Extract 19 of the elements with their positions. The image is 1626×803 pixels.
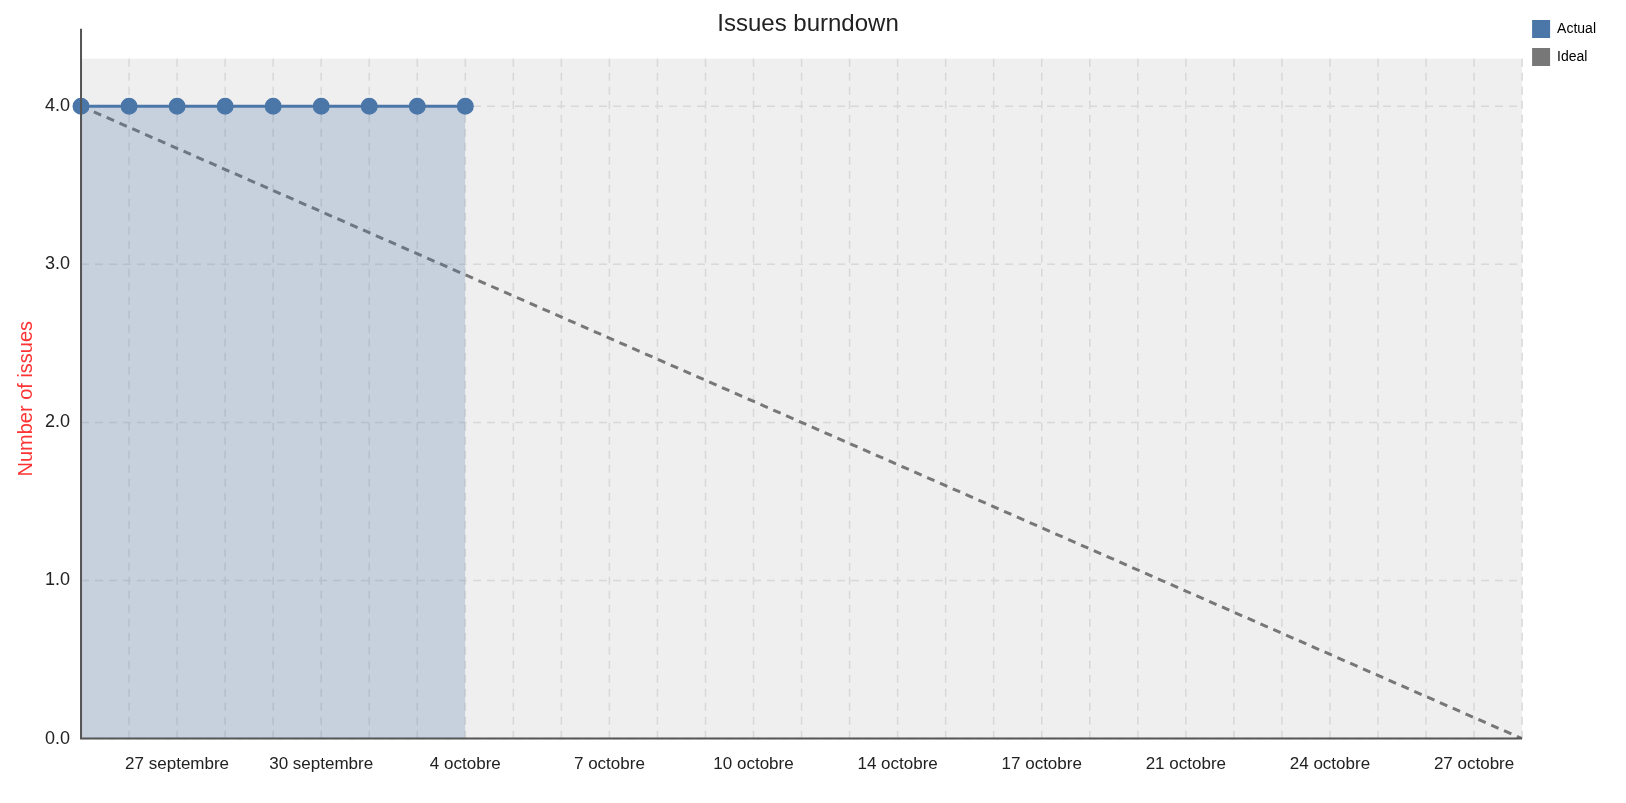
x-tick-label: 17 octobre [1001, 754, 1082, 774]
chart-title: Issues burndown [717, 9, 899, 37]
x-tick-label: 7 octobre [573, 754, 645, 774]
x-tick-label: 30 septembre [269, 754, 374, 774]
x-tick-label: 27 octobre [1433, 754, 1515, 774]
y-tick-label: 0.0 [44, 727, 71, 748]
y-tick-label: 2.0 [44, 411, 71, 432]
y-tick-label: 1.0 [44, 569, 71, 590]
y-axis-title: Number of issues [13, 320, 36, 477]
y-tick-label: 3.0 [44, 253, 71, 274]
x-tick-label: 21 octobre [1145, 754, 1227, 774]
x-tick-label: 4 octobre [429, 754, 501, 774]
x-tick-label: 14 octobre [857, 754, 938, 774]
x-tick-label: 27 septembre [125, 754, 230, 774]
x-tick-label: 24 octobre [1289, 754, 1371, 774]
y-tick-label: 4.0 [44, 95, 71, 116]
x-tick-label: 10 octobre [713, 754, 794, 774]
legend-label: Actual [1557, 19, 1597, 36]
legend-label: Ideal [1557, 47, 1588, 64]
